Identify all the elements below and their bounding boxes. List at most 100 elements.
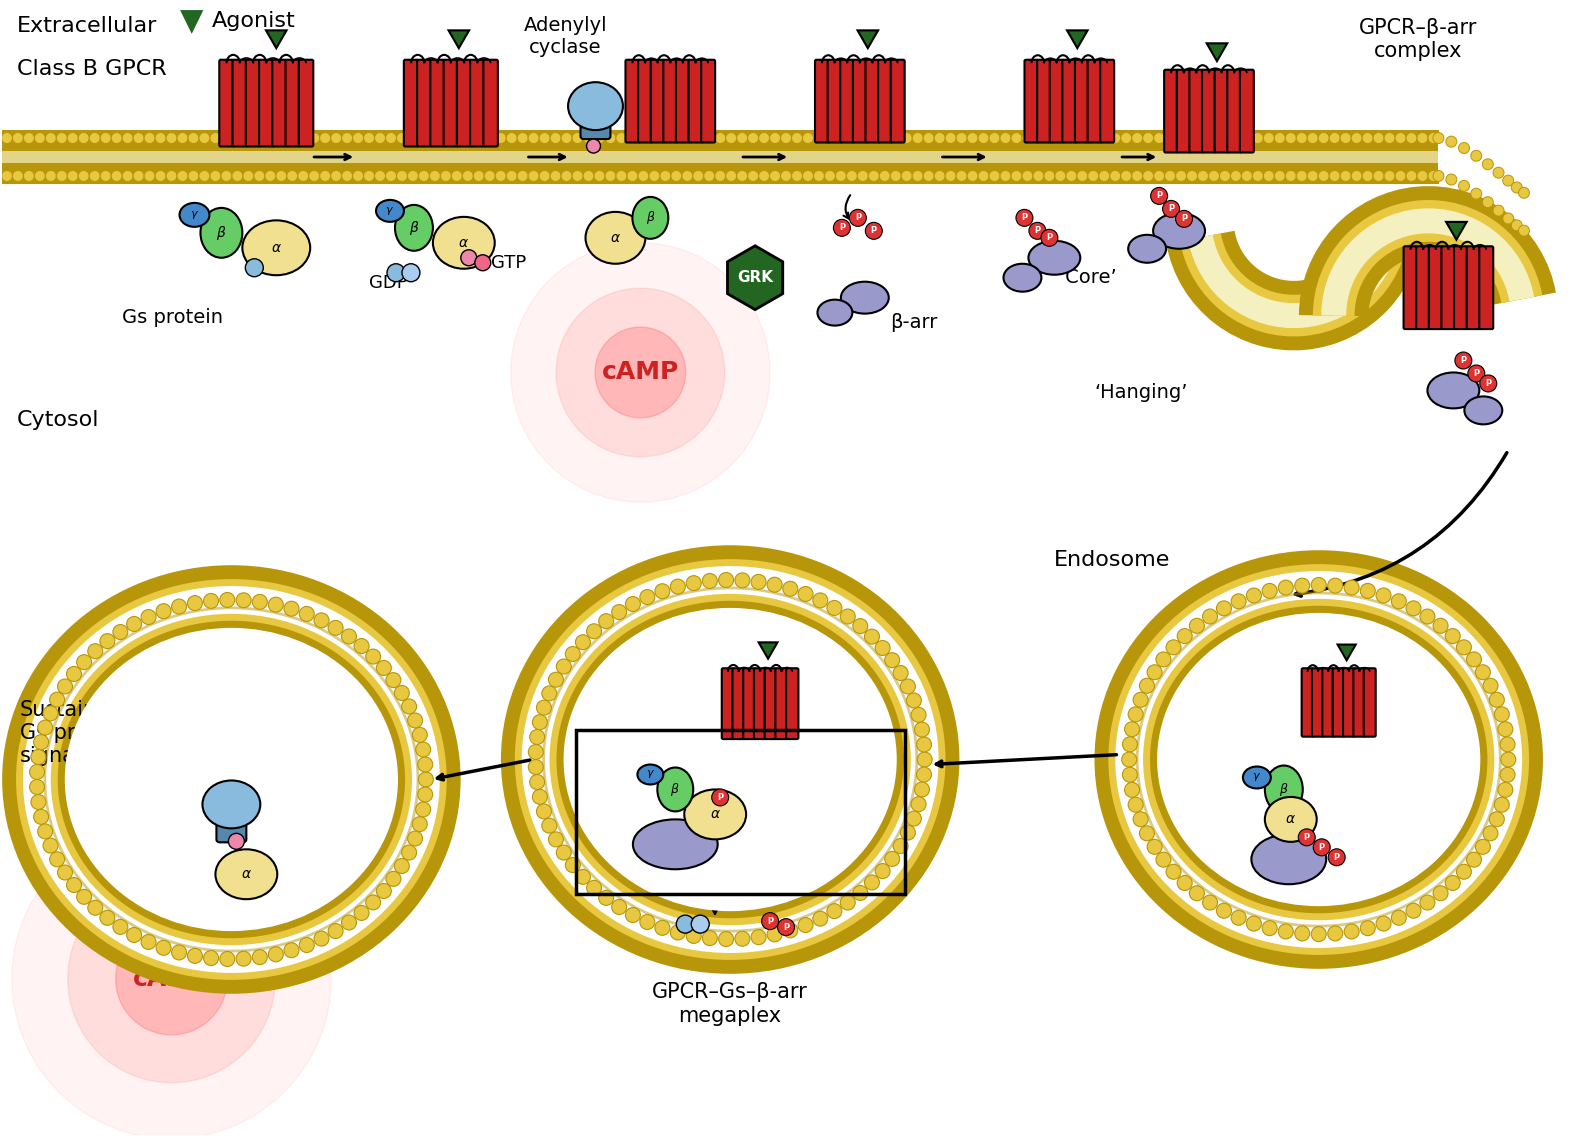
Circle shape <box>1328 849 1345 866</box>
Circle shape <box>69 875 276 1083</box>
Ellipse shape <box>818 300 853 326</box>
Circle shape <box>885 653 899 668</box>
Circle shape <box>253 170 265 182</box>
Circle shape <box>587 880 601 895</box>
Text: GRK: GRK <box>736 270 773 285</box>
Circle shape <box>542 818 556 833</box>
Circle shape <box>735 573 749 587</box>
Circle shape <box>824 170 835 182</box>
FancyBboxPatch shape <box>891 60 905 142</box>
Circle shape <box>835 170 846 182</box>
Circle shape <box>394 859 410 874</box>
Ellipse shape <box>65 628 398 932</box>
FancyBboxPatch shape <box>1479 247 1494 329</box>
FancyBboxPatch shape <box>1074 60 1089 142</box>
Circle shape <box>1216 903 1232 918</box>
Circle shape <box>1189 618 1205 633</box>
Circle shape <box>1341 170 1352 182</box>
Circle shape <box>236 951 252 967</box>
Circle shape <box>1156 852 1172 867</box>
Circle shape <box>1129 707 1143 721</box>
Circle shape <box>440 133 451 143</box>
Circle shape <box>1503 214 1514 224</box>
Circle shape <box>548 832 563 846</box>
Circle shape <box>1262 584 1277 599</box>
Circle shape <box>199 133 210 143</box>
Circle shape <box>671 579 685 594</box>
Text: $\alpha$: $\alpha$ <box>271 241 282 254</box>
Circle shape <box>912 796 926 811</box>
FancyBboxPatch shape <box>1312 668 1325 736</box>
Circle shape <box>1253 170 1264 182</box>
Circle shape <box>1511 220 1522 231</box>
Circle shape <box>532 715 547 729</box>
Ellipse shape <box>842 282 889 314</box>
Circle shape <box>901 679 915 694</box>
Circle shape <box>813 911 827 926</box>
Circle shape <box>1098 170 1109 182</box>
Circle shape <box>1242 133 1253 143</box>
Text: P: P <box>1181 215 1188 224</box>
FancyBboxPatch shape <box>457 60 472 147</box>
Circle shape <box>309 170 320 182</box>
Circle shape <box>532 790 547 804</box>
Circle shape <box>35 170 45 182</box>
Circle shape <box>13 133 24 143</box>
Circle shape <box>1428 170 1439 182</box>
FancyBboxPatch shape <box>245 60 260 147</box>
Circle shape <box>1372 170 1384 182</box>
Circle shape <box>100 910 115 926</box>
Circle shape <box>1494 206 1505 216</box>
Circle shape <box>575 869 590 884</box>
Circle shape <box>802 133 813 143</box>
Circle shape <box>1219 170 1231 182</box>
Circle shape <box>1078 133 1087 143</box>
Ellipse shape <box>201 208 242 258</box>
Circle shape <box>736 170 748 182</box>
Circle shape <box>626 170 638 182</box>
Circle shape <box>682 133 693 143</box>
Circle shape <box>1087 133 1098 143</box>
Circle shape <box>1489 812 1505 827</box>
Circle shape <box>864 875 880 889</box>
Circle shape <box>314 613 328 628</box>
Text: $\beta$: $\beta$ <box>646 209 655 226</box>
Circle shape <box>1175 133 1186 143</box>
Circle shape <box>419 170 429 182</box>
FancyBboxPatch shape <box>754 668 767 740</box>
Text: $\alpha$: $\alpha$ <box>459 236 469 250</box>
Circle shape <box>827 601 842 616</box>
Circle shape <box>1500 737 1514 752</box>
Circle shape <box>1376 916 1392 932</box>
Circle shape <box>835 133 846 143</box>
FancyBboxPatch shape <box>403 60 418 147</box>
Circle shape <box>88 901 102 916</box>
Circle shape <box>714 170 725 182</box>
Circle shape <box>166 170 177 182</box>
Circle shape <box>57 679 72 694</box>
Circle shape <box>30 750 46 765</box>
Circle shape <box>528 760 544 775</box>
Circle shape <box>638 133 649 143</box>
Circle shape <box>1341 133 1352 143</box>
Circle shape <box>528 133 539 143</box>
Circle shape <box>736 133 748 143</box>
Text: GDP: GDP <box>370 274 408 292</box>
Circle shape <box>1372 133 1384 143</box>
Circle shape <box>1360 584 1376 599</box>
Circle shape <box>413 727 427 742</box>
Ellipse shape <box>1129 235 1167 262</box>
Circle shape <box>1143 133 1154 143</box>
Circle shape <box>639 590 655 604</box>
Circle shape <box>1231 594 1247 609</box>
FancyBboxPatch shape <box>663 60 677 142</box>
Text: P: P <box>767 917 773 926</box>
Circle shape <box>1242 170 1253 182</box>
Circle shape <box>89 170 100 182</box>
Circle shape <box>858 133 869 143</box>
Circle shape <box>1030 223 1046 240</box>
Ellipse shape <box>1028 241 1081 275</box>
Circle shape <box>204 951 218 966</box>
Circle shape <box>528 744 544 760</box>
Circle shape <box>572 170 583 182</box>
